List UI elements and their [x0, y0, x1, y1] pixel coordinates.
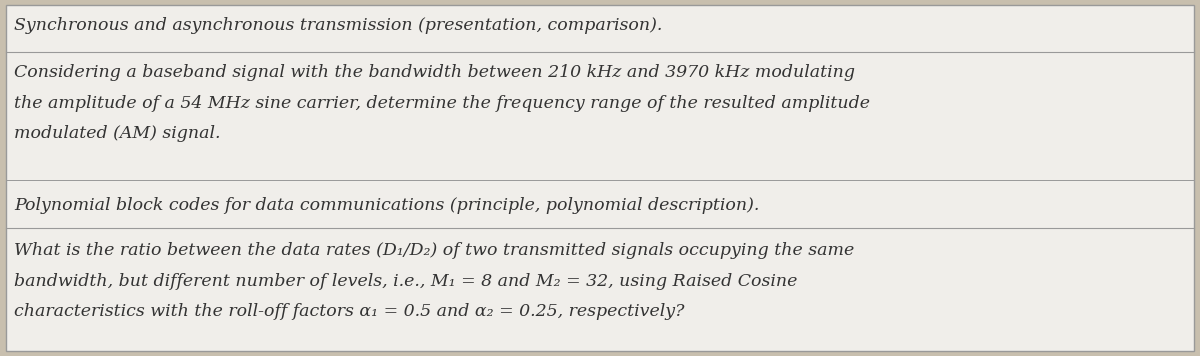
Text: Polynomial block codes for data communications (principle, polynomial descriptio: Polynomial block codes for data communic…	[14, 197, 760, 214]
Text: What is the ratio between the data rates (D₁/D₂) of two transmitted signals occu: What is the ratio between the data rates…	[14, 242, 854, 260]
Text: Considering a baseband signal with the bandwidth between 210 kHz and 3970 kHz mo: Considering a baseband signal with the b…	[14, 64, 856, 82]
Text: the amplitude of a 54 MHz sine carrier, determine the frequency range of the res: the amplitude of a 54 MHz sine carrier, …	[14, 95, 870, 112]
Text: characteristics with the roll-off factors α₁ = 0.5 and α₂ = 0.25, respectively?: characteristics with the roll-off factor…	[14, 303, 685, 320]
Text: bandwidth, but different number of levels, i.e., M₁ = 8 and M₂ = 32, using Raise: bandwidth, but different number of level…	[14, 273, 798, 290]
Text: Synchronous and asynchronous transmission (presentation, comparison).: Synchronous and asynchronous transmissio…	[14, 17, 662, 35]
Text: modulated (AM) signal.: modulated (AM) signal.	[14, 125, 221, 142]
